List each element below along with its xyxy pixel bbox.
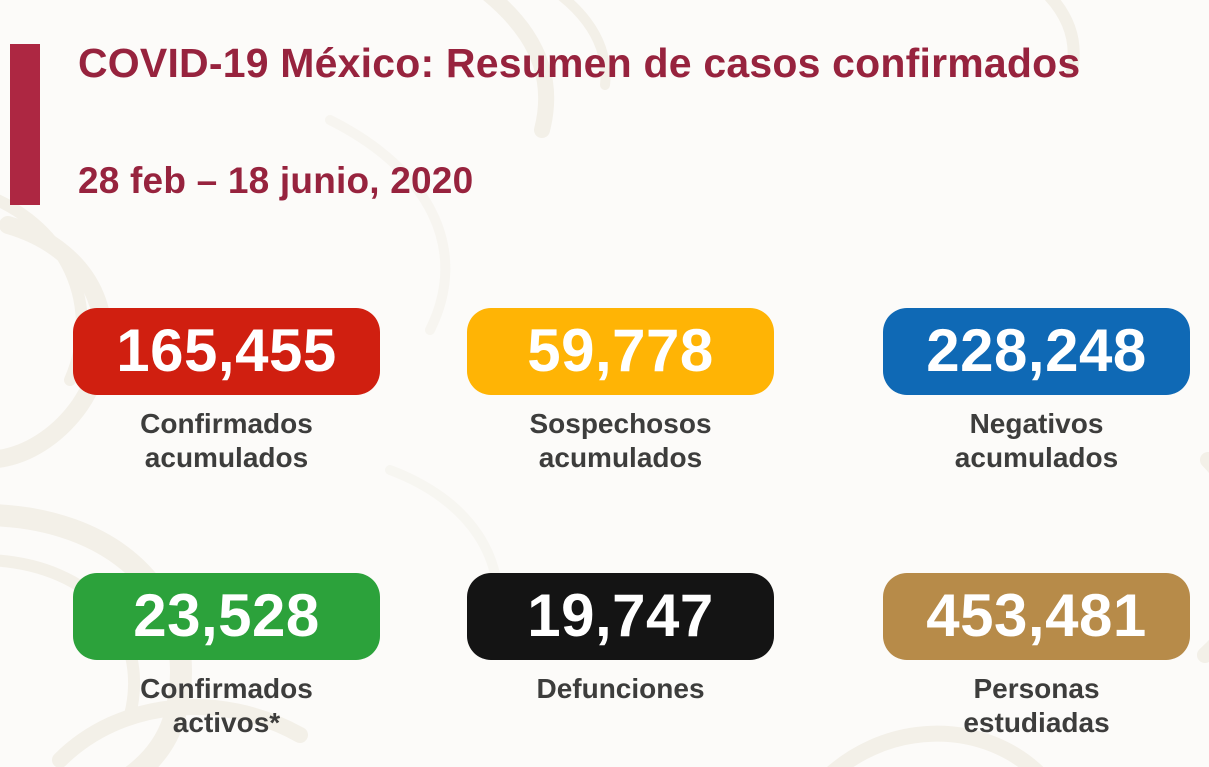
stat-card-personas-estudiadas: 453,481 Personas estudiadas (883, 573, 1190, 740)
stat-value-personas-estudiadas: 453,481 (926, 581, 1147, 649)
stat-label-defunciones: Defunciones (536, 673, 705, 704)
stat-card-sospechosos-acumulados: 59,778 Sospechosos acumulados (467, 308, 774, 475)
stat-card-confirmados-acumulados: 165,455 Confirmados acumulados (73, 308, 380, 475)
stat-card-defunciones: 19,747 Defunciones (467, 573, 774, 706)
stat-pill-defunciones: 19,747 (467, 573, 774, 660)
stat-pill-confirmados-activos: 23,528 (73, 573, 380, 660)
stat-label-confirmados-acumulados: Confirmados acumulados (140, 408, 313, 473)
stat-label-negativos-acumulados: Negativos acumulados (954, 408, 1119, 473)
stat-card-confirmados-activos: 23,528 Confirmados activos* (73, 573, 380, 740)
stat-card-negativos-acumulados: 228,248 Negativos acumulados (883, 308, 1190, 475)
stat-label-sospechosos-acumulados: Sospechosos acumulados (529, 408, 712, 473)
stat-pill-negativos-acumulados: 228,248 (883, 308, 1190, 395)
stat-value-negativos-acumulados: 228,248 (926, 316, 1147, 384)
stat-value-sospechosos-acumulados: 59,778 (527, 316, 714, 384)
stat-pill-confirmados-acumulados: 165,455 (73, 308, 380, 395)
date-range: 28 feb – 18 junio, 2020 (78, 160, 474, 201)
stat-label-confirmados-activos: Confirmados activos* (140, 673, 313, 738)
stat-label-personas-estudiadas: Personas estudiadas (963, 673, 1110, 738)
stat-value-defunciones: 19,747 (527, 581, 714, 649)
stat-pill-sospechosos-acumulados: 59,778 (467, 308, 774, 395)
page-title: COVID-19 México: Resumen de casos confir… (78, 40, 1081, 86)
title-accent-bar (10, 44, 40, 205)
stat-value-confirmados-acumulados: 165,455 (116, 316, 337, 384)
stat-value-confirmados-activos: 23,528 (133, 581, 320, 649)
stat-pill-personas-estudiadas: 453,481 (883, 573, 1190, 660)
